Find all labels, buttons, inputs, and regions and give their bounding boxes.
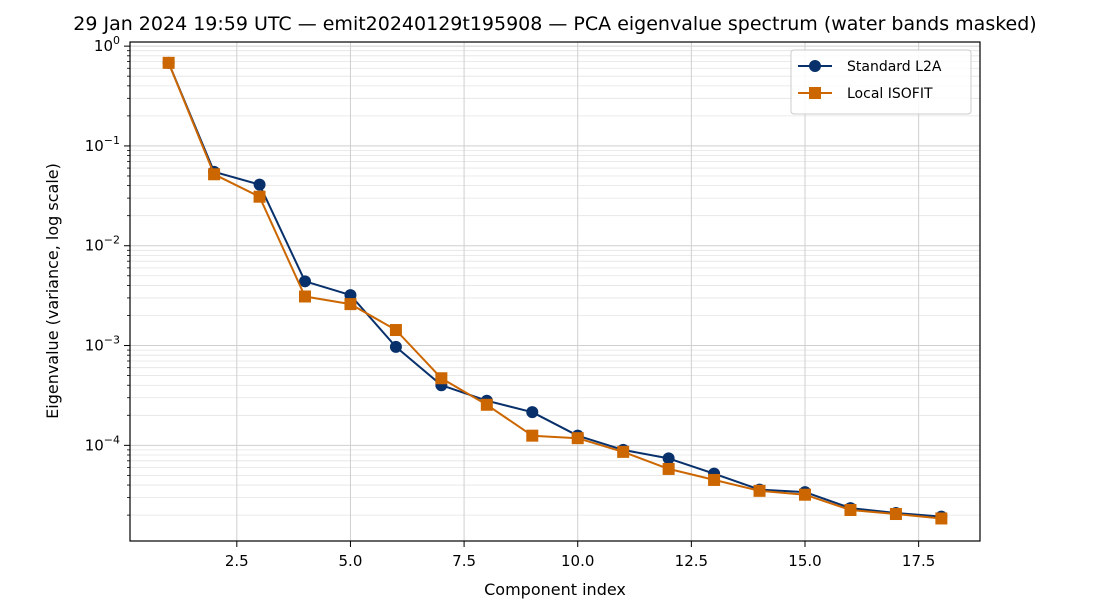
data-point-local-isofit (844, 503, 857, 516)
x-tick-label: 2.5 (225, 552, 249, 570)
data-point-local-isofit (889, 508, 902, 521)
y-tick-label-base: 10 (85, 237, 104, 255)
data-point-standard-l2a (389, 340, 402, 353)
x-axis: 2.5 5.0 7.5 10.0 12.5 15.0 17.5 (225, 541, 935, 570)
chart-title: 29 Jan 2024 19:59 UTC — emit20240129t195… (73, 13, 1036, 35)
y-tick-label-exponent: −2 (104, 234, 120, 247)
data-point-local-isofit (571, 432, 584, 445)
y-tick-label: 10−4 (85, 433, 120, 454)
y-tick-label-base: 10 (94, 37, 113, 55)
x-axis-label: Component index (484, 580, 626, 599)
x-tick-label: 7.5 (452, 552, 476, 570)
y-tick-label-base: 10 (85, 436, 104, 454)
data-point-local-isofit (208, 168, 221, 181)
data-point-local-isofit (799, 488, 811, 501)
y-tick-label: 100 (94, 34, 120, 55)
data-point-local-isofit (662, 462, 675, 475)
data-point-local-isofit (480, 398, 493, 411)
series-line-standard-l2a (167, 62, 942, 518)
data-point-standard-l2a (526, 406, 539, 419)
data-point-local-isofit (617, 445, 630, 458)
series-line-local-isofit (167, 62, 942, 520)
y-tick-label: 10−3 (85, 334, 120, 355)
x-tick-label: 12.5 (675, 552, 708, 570)
y-axis-label: Eigenvalue (variance, log scale) (43, 163, 62, 419)
y-tick-label: 10−1 (85, 134, 120, 155)
legend-marker-local-isofit (809, 87, 821, 99)
data-point-local-isofit (435, 372, 448, 385)
legend-label-standard-l2a: Standard L2A (847, 59, 942, 75)
y-tick-label-exponent: −4 (104, 433, 120, 446)
y-tick-label-base: 10 (85, 137, 104, 155)
series-local-isofit (162, 56, 948, 525)
y-tick-label: 10−2 (85, 234, 120, 255)
data-point-local-isofit (299, 290, 311, 303)
series-layer (162, 56, 948, 525)
data-point-local-isofit (253, 190, 266, 203)
x-tick-label: 5.0 (339, 552, 363, 570)
data-point-local-isofit (753, 484, 766, 497)
data-point-standard-l2a (299, 275, 311, 288)
x-tick-label: 10.0 (561, 552, 594, 570)
x-tick-label: 17.5 (902, 552, 935, 570)
y-tick-label-exponent: −3 (104, 334, 120, 347)
legend: Standard L2A Local ISOFIT (790, 49, 972, 115)
y-tick-label-exponent: 0 (113, 34, 120, 47)
data-point-local-isofit (344, 298, 357, 311)
data-point-standard-l2a (253, 178, 266, 191)
data-point-local-isofit (526, 429, 539, 442)
plot-frame (129, 41, 981, 542)
y-tick-label-exponent: −1 (104, 134, 120, 147)
data-point-standard-l2a (662, 452, 675, 465)
x-tick-label: 15.0 (788, 552, 821, 570)
data-point-local-isofit (162, 56, 175, 69)
data-point-local-isofit (935, 512, 948, 525)
legend-box (790, 49, 972, 115)
data-point-local-isofit (389, 324, 402, 337)
legend-label-local-isofit: Local ISOFIT (847, 86, 933, 102)
data-point-local-isofit (708, 473, 721, 486)
y-tick-label-base: 10 (85, 337, 104, 355)
legend-marker-standard-l2a (809, 60, 821, 72)
